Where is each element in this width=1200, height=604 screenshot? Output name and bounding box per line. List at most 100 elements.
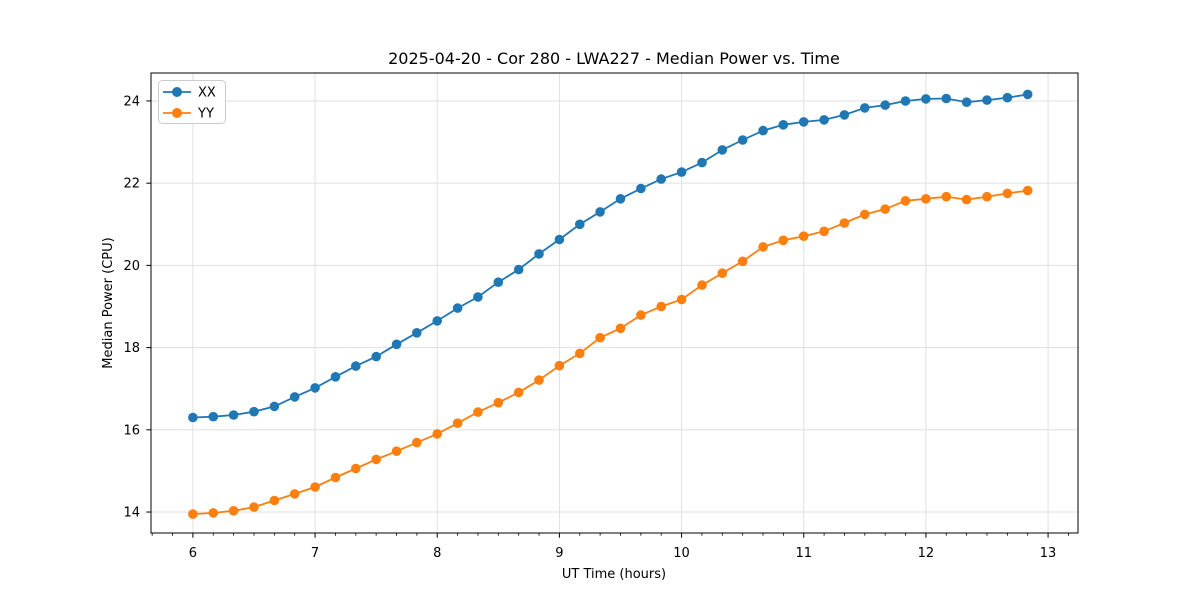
- data-point: [758, 242, 768, 252]
- data-point: [310, 383, 320, 393]
- legend-marker: [172, 108, 182, 118]
- data-point: [982, 95, 992, 105]
- data-point: [697, 157, 707, 168]
- data-point: [452, 303, 463, 313]
- data-point: [269, 401, 280, 412]
- tick-labels: 6 7 8 9 10 11 12 13 14 16 18 20 22 24: [123, 94, 1056, 561]
- data-point: [493, 397, 504, 408]
- x-tick-label: 13: [1040, 546, 1057, 561]
- data-point: [595, 332, 605, 343]
- data-point: [961, 194, 972, 205]
- data-point: [778, 120, 789, 130]
- x-tick-label: 9: [555, 546, 563, 561]
- y-tick-label: 20: [123, 259, 140, 274]
- data-point: [289, 392, 300, 402]
- y-tick-label: 16: [123, 423, 140, 438]
- x-tick-label: 8: [433, 546, 441, 561]
- data-point: [656, 174, 666, 184]
- data-point: [351, 361, 361, 371]
- data-point: [310, 482, 320, 492]
- data-point: [432, 429, 443, 439]
- data-point: [269, 495, 280, 506]
- y-tick-label: 22: [123, 177, 140, 192]
- data-point: [1022, 185, 1033, 196]
- data-point: [656, 301, 666, 312]
- data-point: [473, 292, 483, 302]
- data-point: [819, 226, 829, 237]
- chart-title: 2025-04-20 - Cor 280 - LWA227 - Median P…: [388, 49, 840, 68]
- data-point: [798, 231, 809, 241]
- data-point: [839, 110, 850, 120]
- data-point: [880, 100, 890, 110]
- x-tick-label: 12: [918, 546, 935, 561]
- data-point: [330, 472, 341, 483]
- data-point: [330, 372, 341, 382]
- x-tick-label: 6: [189, 546, 197, 561]
- data-point: [391, 446, 402, 457]
- axes-spines: [150, 72, 1079, 534]
- major-ticks: [146, 100, 1049, 538]
- y-axis-label: Median Power (CPU): [101, 237, 116, 368]
- x-tick-label: 10: [673, 546, 690, 561]
- data-point: [941, 93, 952, 104]
- data-point: [860, 103, 870, 113]
- data-point: [1002, 188, 1013, 199]
- data-point: [371, 454, 382, 465]
- data-point: [188, 412, 198, 423]
- legend-marker: [172, 87, 182, 97]
- data-point: [575, 219, 585, 230]
- data-point: [839, 218, 850, 228]
- series-XX: [188, 89, 1033, 423]
- data-point: [717, 145, 728, 155]
- x-tick-label: 7: [311, 546, 319, 561]
- legend-label: XX: [198, 86, 216, 101]
- x-axis-label: UT Time (hours): [562, 567, 666, 582]
- data-point: [615, 323, 626, 334]
- data-point: [554, 234, 565, 245]
- data-point: [676, 167, 687, 177]
- data-point: [228, 410, 239, 420]
- legend-item-XX: XX: [163, 86, 216, 101]
- data-point: [371, 351, 382, 362]
- y-tick-label: 24: [123, 94, 140, 109]
- data-point: [737, 256, 748, 267]
- data-point: [208, 508, 219, 518]
- data-point: [982, 191, 992, 202]
- data-point: [493, 277, 504, 288]
- data-point: [534, 375, 544, 385]
- data-point: [778, 235, 789, 246]
- data-point: [615, 194, 626, 204]
- x-minor-ticks: [151, 533, 1069, 536]
- data-point: [351, 463, 361, 474]
- legend-label: YY: [197, 107, 214, 122]
- data-point: [208, 411, 219, 422]
- legend: XX YY: [158, 80, 226, 124]
- data-point: [452, 418, 463, 429]
- data-point: [636, 183, 646, 194]
- data-point: [798, 117, 809, 127]
- data-point: [1002, 92, 1013, 103]
- data-point: [941, 191, 952, 202]
- data-point: [900, 96, 911, 106]
- data-point: [554, 360, 565, 371]
- data-point: [595, 207, 605, 217]
- series-YY: [188, 185, 1033, 519]
- data-point: [737, 135, 748, 145]
- data-point: [921, 94, 931, 104]
- data-point: [636, 310, 646, 320]
- data-point: [513, 264, 524, 275]
- y-tick-label: 14: [123, 506, 140, 521]
- data-point: [412, 328, 422, 338]
- data-point: [249, 406, 259, 417]
- data-point: [289, 489, 300, 499]
- y-tick-label: 18: [123, 341, 140, 356]
- data-point: [228, 506, 239, 516]
- data-point: [819, 115, 829, 125]
- legend-item-YY: YY: [163, 107, 214, 122]
- data-point: [534, 249, 544, 259]
- data-point: [432, 316, 443, 326]
- data-point: [758, 125, 768, 136]
- data-point: [391, 339, 402, 350]
- data-point: [880, 204, 890, 214]
